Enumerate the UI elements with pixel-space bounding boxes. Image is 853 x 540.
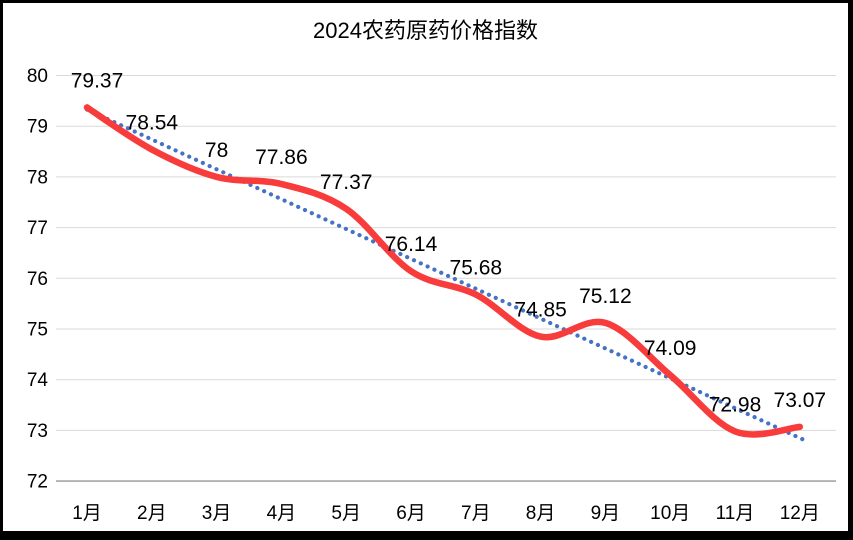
x-tick-label: 5月 <box>331 503 361 524</box>
x-tick-label: 1月 <box>72 503 102 524</box>
x-tick-label: 2月 <box>137 503 167 524</box>
data-label: 72.98 <box>709 393 762 416</box>
data-label: 77.37 <box>320 171 373 194</box>
y-tick-label: 78 <box>27 167 48 188</box>
x-tick-label: 6月 <box>396 503 426 524</box>
data-label: 74.85 <box>514 299 567 322</box>
data-label: 75.68 <box>450 257 503 280</box>
y-tick-label: 75 <box>27 320 48 341</box>
x-tick-label: 12月 <box>780 503 820 524</box>
data-label: 76.14 <box>385 233 438 256</box>
data-label: 73.07 <box>774 389 827 412</box>
data-label: 79.37 <box>71 69 124 92</box>
x-tick-label: 7月 <box>461 503 491 524</box>
y-tick-label: 80 <box>27 66 48 87</box>
data-label: 78.54 <box>126 112 179 135</box>
x-tick-label: 9月 <box>591 503 621 524</box>
data-label: 74.09 <box>644 337 697 360</box>
y-tick-label: 73 <box>27 421 48 442</box>
x-tick-label: 8月 <box>526 503 556 524</box>
trendline-dotted <box>84 107 810 444</box>
data-label: 77.86 <box>255 146 308 169</box>
x-tick-label: 11月 <box>716 503 755 524</box>
y-tick-label: 72 <box>27 472 48 493</box>
x-tick-label: 3月 <box>202 503 232 524</box>
data-label: 78 <box>205 139 228 162</box>
y-tick-label: 77 <box>27 218 48 239</box>
x-tick-label: 10月 <box>650 503 690 524</box>
y-tick-label: 74 <box>27 370 49 391</box>
x-tick-label: 4月 <box>267 503 297 524</box>
data-label: 75.12 <box>579 285 632 308</box>
y-tick-label: 79 <box>27 117 48 138</box>
y-tick-label: 76 <box>27 269 48 290</box>
chart-title: 2024农药原药价格指数 <box>313 18 538 43</box>
price-series-line <box>83 104 804 438</box>
